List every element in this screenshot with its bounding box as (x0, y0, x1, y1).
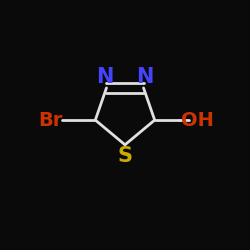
Text: S: S (118, 146, 132, 166)
Text: Br: Br (39, 110, 63, 130)
Text: OH: OH (182, 110, 214, 130)
Text: N: N (136, 67, 154, 87)
Text: N: N (96, 67, 114, 87)
